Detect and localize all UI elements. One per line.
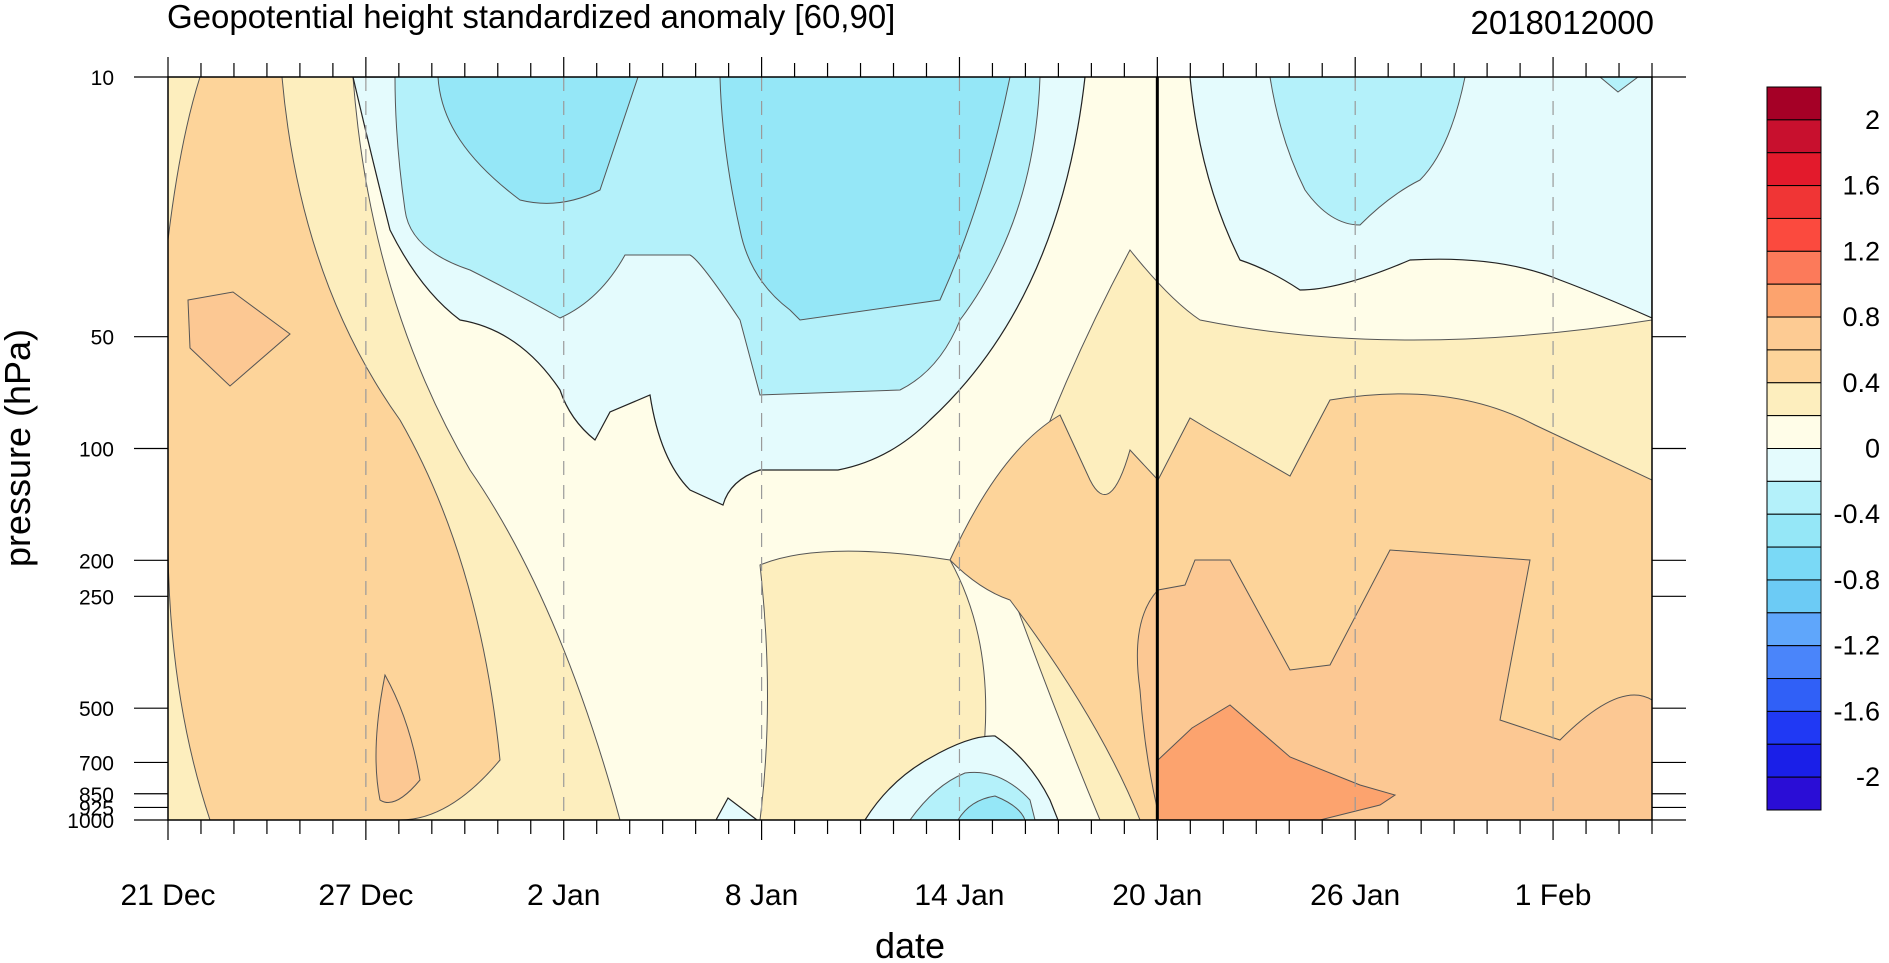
x-tick-label: 14 Jan	[914, 879, 1004, 912]
colorbar-tick-label: -2	[1856, 762, 1880, 792]
y-tick-label: 200	[79, 550, 114, 573]
colorbar-swatch	[1766, 250, 1822, 285]
region-neg-0.6-top-b	[719, 77, 1011, 321]
colorbar-tick-label: 1.6	[1842, 171, 1880, 201]
region-pos-0.2-mid	[759, 550, 987, 820]
colorbar-swatch	[1766, 480, 1822, 515]
date-gridlines	[365, 77, 1554, 820]
colorbar-swatch	[1766, 743, 1822, 778]
colorbar-swatch	[1766, 349, 1822, 384]
y-tick-label: 100	[79, 439, 114, 462]
x-tick-label: 1 Feb	[1515, 879, 1592, 912]
colorbar-swatch	[1766, 710, 1822, 745]
colorbar-swatch	[1766, 185, 1822, 219]
colorbar-swatch	[1766, 415, 1822, 449]
y-tick-label: 1000	[67, 810, 114, 833]
colorbar-swatch	[1766, 645, 1822, 680]
x-tick-label: 21 Dec	[120, 879, 215, 912]
x-tick-label: 2 Jan	[527, 879, 600, 912]
y-tick-label: 850	[79, 784, 114, 807]
colorbar-swatch	[1766, 448, 1822, 482]
region-pos-0.6-west	[187, 291, 291, 387]
colorbar: 2 1.6 1.2 0.8 0.4 0 -0.4 -0.8 -1.2 -1.6 -2	[1766, 86, 1880, 811]
region-neg-0.2-bottom-left	[715, 797, 758, 820]
colorbar-tick-label: -0.4	[1833, 499, 1880, 529]
y-tick-label: 925	[79, 797, 114, 820]
colorbar-tick-label: 0.4	[1842, 368, 1880, 398]
colorbar-tick-label: -1.6	[1833, 696, 1880, 726]
colorbar-tick-label: 0.8	[1842, 302, 1880, 332]
colorbar-swatch	[1766, 382, 1822, 417]
y-tick-label: 500	[79, 698, 114, 721]
colorbar-swatch	[1766, 316, 1822, 351]
x-tick-label: 26 Jan	[1310, 879, 1400, 912]
region-neg-0.6-bottom	[957, 795, 1026, 820]
colorbar-tick-label: 0	[1865, 434, 1880, 464]
colorbar-swatch	[1766, 776, 1822, 811]
chart-title: Geopotential height standardized anomaly…	[167, 0, 895, 35]
colorbar-swatch	[1766, 513, 1822, 548]
colorbar-swatch	[1766, 678, 1822, 712]
colorbar-tick-label: -1.2	[1833, 631, 1880, 661]
contour-field	[168, 77, 1652, 820]
colorbar-swatch	[1766, 612, 1822, 647]
x-axis: 21 Dec 27 Dec 2 Jan 8 Jan 14 Jan 20 Jan 26 Jan…	[120, 57, 1653, 912]
colorbar-swatch	[1766, 546, 1822, 581]
region-neg-0.6-top-a	[437, 77, 639, 204]
region-pos-0.6-west-low	[375, 673, 421, 803]
colorbar-swatch	[1766, 579, 1822, 614]
x-tick-label: 27 Dec	[318, 879, 413, 912]
region-neg-0.4-east-top	[1269, 77, 1466, 226]
y-axis-label: pressure (hPa)	[0, 329, 38, 567]
region-neg-0.4-east-top-small	[1599, 77, 1639, 93]
y-tick-label: 250	[79, 586, 114, 609]
y-tick-label: 50	[91, 327, 114, 350]
colorbar-tick-label: -0.8	[1833, 565, 1880, 595]
x-tick-label: 8 Jan	[725, 879, 798, 912]
y-tick-label: 700	[79, 752, 114, 775]
colorbar-swatch	[1766, 152, 1822, 187]
y-tick-label: 10	[91, 67, 114, 90]
date-stamp: 2018012000	[1470, 4, 1654, 41]
region-pos-0.8-east	[1157, 704, 1397, 820]
region-pos-0.4-west	[168, 77, 501, 820]
colorbar-swatch	[1766, 86, 1822, 121]
colorbar-swatch	[1766, 119, 1822, 154]
x-tick-label: 20 Jan	[1112, 879, 1202, 912]
colorbar-tick-label: 1.2	[1842, 236, 1880, 266]
x-axis-label: date	[875, 925, 945, 963]
colorbar-swatch	[1766, 217, 1822, 252]
colorbar-tick-label: 2	[1865, 105, 1880, 135]
colorbar-swatch	[1766, 283, 1822, 318]
